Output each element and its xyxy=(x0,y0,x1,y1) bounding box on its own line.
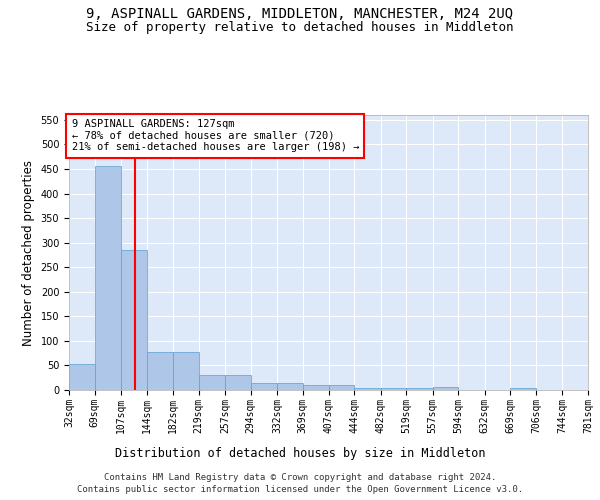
Bar xyxy=(433,386,458,390)
Bar xyxy=(95,166,121,390)
Text: 9, ASPINALL GARDENS, MIDDLETON, MANCHESTER, M24 2UQ: 9, ASPINALL GARDENS, MIDDLETON, MANCHEST… xyxy=(86,8,514,22)
Bar xyxy=(121,250,146,390)
Bar xyxy=(199,376,225,390)
Text: Distribution of detached houses by size in Middleton: Distribution of detached houses by size … xyxy=(115,448,485,460)
Text: 9 ASPINALL GARDENS: 127sqm
← 78% of detached houses are smaller (720)
21% of sem: 9 ASPINALL GARDENS: 127sqm ← 78% of deta… xyxy=(71,119,359,152)
Bar xyxy=(251,382,277,390)
Bar xyxy=(355,388,381,390)
Bar xyxy=(277,382,302,390)
Bar xyxy=(69,364,95,390)
Bar xyxy=(381,388,406,390)
Bar xyxy=(329,385,355,390)
Bar xyxy=(302,385,329,390)
Bar xyxy=(406,388,433,390)
Text: Size of property relative to detached houses in Middleton: Size of property relative to detached ho… xyxy=(86,21,514,34)
Bar xyxy=(173,352,199,390)
Y-axis label: Number of detached properties: Number of detached properties xyxy=(22,160,35,346)
Bar xyxy=(225,376,251,390)
Text: Contains HM Land Registry data © Crown copyright and database right 2024.: Contains HM Land Registry data © Crown c… xyxy=(104,472,496,482)
Text: Contains public sector information licensed under the Open Government Licence v3: Contains public sector information licen… xyxy=(77,485,523,494)
Bar xyxy=(511,388,536,390)
Bar xyxy=(146,352,173,390)
